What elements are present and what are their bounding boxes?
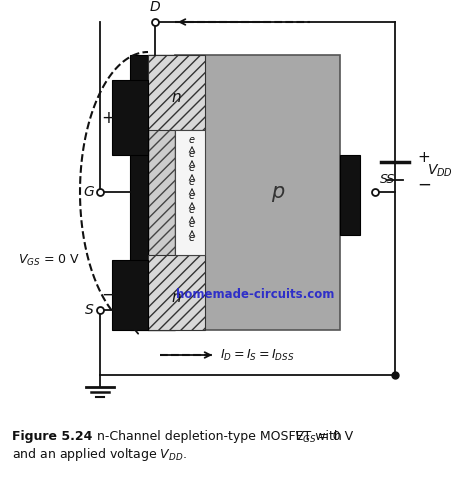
- Bar: [130, 55, 148, 330]
- Text: e: e: [189, 233, 195, 243]
- Text: homemade-circuits.com: homemade-circuits.com: [176, 288, 334, 301]
- Text: $I_D = I_S = I_{DSS}$: $I_D = I_S = I_{DSS}$: [220, 347, 294, 363]
- Text: p: p: [271, 182, 284, 203]
- Bar: [148, 55, 175, 330]
- Text: = 0 V: = 0 V: [314, 430, 353, 443]
- Text: and an applied voltage $V_{DD}$.: and an applied voltage $V_{DD}$.: [12, 446, 187, 463]
- Text: S: S: [85, 303, 94, 317]
- Text: SS: SS: [380, 173, 395, 186]
- Text: +: +: [417, 149, 430, 164]
- Bar: [148, 255, 205, 330]
- Bar: [112, 80, 148, 155]
- Bar: [175, 130, 205, 255]
- Text: Figure 5.24: Figure 5.24: [12, 430, 92, 443]
- Text: $V_{GS}$: $V_{GS}$: [294, 430, 317, 445]
- Text: e: e: [189, 177, 195, 187]
- Text: n: n: [171, 90, 181, 105]
- Text: n: n: [171, 290, 181, 305]
- Text: e: e: [189, 135, 195, 145]
- Text: e: e: [189, 163, 195, 173]
- Text: D: D: [150, 0, 160, 14]
- Bar: [175, 55, 340, 330]
- Text: e: e: [189, 219, 195, 229]
- Bar: [148, 55, 205, 130]
- Text: e: e: [189, 205, 195, 215]
- Text: e: e: [189, 191, 195, 201]
- Text: e: e: [189, 149, 195, 159]
- Bar: [112, 260, 148, 330]
- Text: −: −: [101, 286, 115, 304]
- Text: −: −: [417, 176, 431, 194]
- Text: G: G: [83, 185, 94, 199]
- Text: $V_{GS}$ = 0 V: $V_{GS}$ = 0 V: [18, 252, 80, 268]
- Text: +: +: [101, 109, 115, 127]
- Text: $V_{DD}$: $V_{DD}$: [427, 163, 453, 179]
- Bar: [340, 155, 360, 235]
- Text: n-Channel depletion-type MOSFET with: n-Channel depletion-type MOSFET with: [89, 430, 346, 443]
